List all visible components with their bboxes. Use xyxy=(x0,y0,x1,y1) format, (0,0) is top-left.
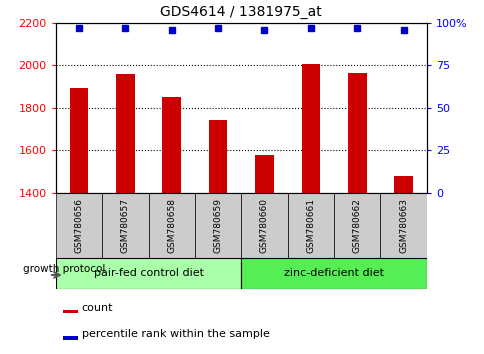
Text: GSM780661: GSM780661 xyxy=(306,198,315,253)
Bar xyxy=(209,120,227,193)
Bar xyxy=(301,64,319,193)
Text: percentile rank within the sample: percentile rank within the sample xyxy=(82,329,269,339)
FancyBboxPatch shape xyxy=(102,193,148,258)
FancyBboxPatch shape xyxy=(195,193,241,258)
FancyBboxPatch shape xyxy=(241,258,426,289)
FancyBboxPatch shape xyxy=(148,193,195,258)
FancyBboxPatch shape xyxy=(287,193,333,258)
Text: GSM780660: GSM780660 xyxy=(259,198,269,253)
Text: GSM780657: GSM780657 xyxy=(121,198,130,253)
FancyBboxPatch shape xyxy=(56,258,241,289)
FancyBboxPatch shape xyxy=(333,193,379,258)
Text: GSM780659: GSM780659 xyxy=(213,198,222,253)
Title: GDS4614 / 1381975_at: GDS4614 / 1381975_at xyxy=(160,5,321,19)
Text: growth protocol: growth protocol xyxy=(23,264,105,274)
Bar xyxy=(63,336,77,339)
Bar xyxy=(393,176,412,193)
Bar xyxy=(162,97,181,193)
Bar xyxy=(116,74,135,193)
FancyBboxPatch shape xyxy=(379,193,426,258)
Bar xyxy=(255,155,273,193)
Text: GSM780658: GSM780658 xyxy=(167,198,176,253)
Text: GSM780662: GSM780662 xyxy=(352,198,361,253)
FancyBboxPatch shape xyxy=(56,193,102,258)
Bar xyxy=(70,88,88,193)
FancyBboxPatch shape xyxy=(241,193,287,258)
Text: count: count xyxy=(82,303,113,313)
Text: pair-fed control diet: pair-fed control diet xyxy=(93,268,203,279)
Bar xyxy=(63,310,77,313)
Text: GSM780663: GSM780663 xyxy=(398,198,407,253)
Bar xyxy=(347,73,366,193)
Text: zinc-deficient diet: zinc-deficient diet xyxy=(284,268,383,279)
Text: GSM780656: GSM780656 xyxy=(75,198,83,253)
